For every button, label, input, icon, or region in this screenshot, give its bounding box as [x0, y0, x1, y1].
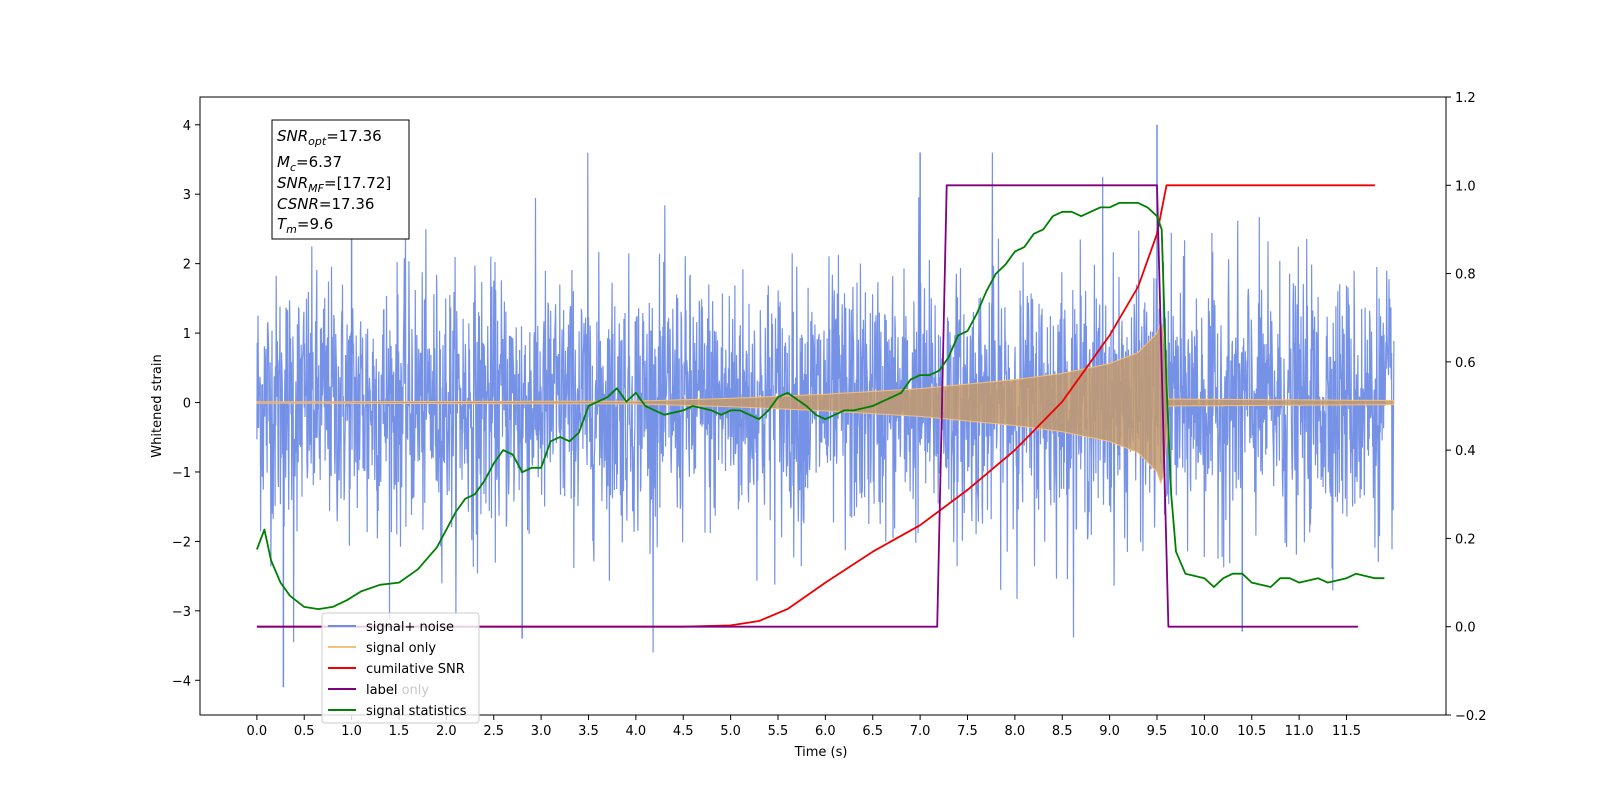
y-right-tick-label: −0.2 [1455, 709, 1487, 724]
y-right-tick-label: 1.0 [1455, 179, 1476, 194]
info-tm: Tm=9.6 [277, 215, 333, 236]
y-right-tick-label: 0.2 [1455, 532, 1476, 547]
y-left-tick-label: −2 [172, 535, 191, 550]
y-right-tick-label: 0.8 [1455, 268, 1476, 283]
x-tick-label: 0.0 [247, 724, 268, 739]
x-tick-label: 1.5 [389, 724, 410, 739]
x-tick-label: 7.0 [910, 724, 931, 739]
legend: label only signal+ noise signal only cumil… [321, 612, 480, 724]
legend-label: signal statistics [366, 704, 467, 719]
plot-frame [199, 96, 1447, 716]
info-csnr: CSNR=17.36 [277, 195, 374, 213]
x-tick-label: 8.0 [1005, 724, 1026, 739]
x-tick-label: 11.5 [1332, 724, 1361, 739]
y-right-tick-label: 1.2 [1455, 91, 1476, 106]
legend-label: cumilative SNR [366, 662, 465, 677]
x-tick-label: 3.0 [531, 724, 552, 739]
x-tick-label: 10.0 [1190, 724, 1219, 739]
y-left-tick-label: −1 [172, 466, 191, 481]
x-tick-label: 9.0 [1099, 724, 1120, 739]
x-tick-label: 9.5 [1147, 724, 1168, 739]
y-left-tick-label: 3 [183, 188, 191, 203]
x-tick-label: 6.0 [815, 724, 836, 739]
label-line [256, 184, 1358, 628]
x-axis: 0.0 0.5 1.0 1.5 2.0 2.5 3.0 3.5 4.0 4.5 5.0 5.5 6.0 6… [247, 715, 1361, 739]
x-tick-label: 4.5 [673, 724, 694, 739]
x-tick-label: 8.5 [1052, 724, 1073, 739]
y-left-tick-label: −4 [172, 674, 191, 689]
info-snr-mf: SNRMF=[17.72] [277, 174, 391, 195]
x-tick-label: 6.5 [862, 724, 883, 739]
y-axis-label: Whitened strain [150, 354, 165, 457]
y-left-tick-label: 1 [183, 327, 191, 342]
y-right-tick-label: 0.4 [1455, 444, 1476, 459]
y-left-tick-label: 2 [183, 258, 191, 273]
x-tick-label: 10.5 [1237, 724, 1266, 739]
x-tick-label: 7.5 [957, 724, 978, 739]
x-tick-label: 3.5 [578, 724, 599, 739]
y-axis-left: 4 3 2 1 0 −1 −2 −3 −4 [172, 119, 200, 689]
info-box: SNRopt=17.36 Mc=6.37 SNRMF=[17.72] CSNR=… [271, 119, 410, 240]
x-tick-label: 0.5 [294, 724, 315, 739]
y-left-tick-label: −3 [172, 605, 191, 620]
y-axis-right: 1.2 1.0 0.8 0.6 0.4 0.2 0.0 −0.2 [1446, 91, 1487, 724]
series-signal-only [256, 320, 1395, 485]
info-mc: Mc=6.37 [277, 153, 342, 174]
y-right-tick-label: 0.6 [1455, 356, 1476, 371]
x-tick-label: 11.0 [1285, 724, 1314, 739]
x-tick-label: 2.0 [436, 724, 457, 739]
x-tick-label: 1.0 [341, 724, 362, 739]
signal-noise-line [256, 152, 1395, 653]
info-snr-opt: SNRopt=17.36 [277, 127, 382, 148]
legend-label: signal only [366, 641, 436, 656]
legend-label: signal+ noise [366, 620, 454, 635]
y-left-tick-label: 0 [183, 397, 191, 412]
y-left-tick-label: 4 [183, 119, 191, 134]
signal-statistics-line [256, 201, 1385, 610]
x-tick-label: 5.5 [768, 724, 789, 739]
legend-hidden-text: label only [366, 683, 429, 698]
x-axis-label: Time (s) [794, 745, 848, 760]
x-tick-label: 4.0 [626, 724, 647, 739]
legend-label: label [366, 683, 397, 698]
x-tick-label: 5.0 [720, 724, 741, 739]
y-right-tick-label: 0.0 [1455, 621, 1476, 636]
signal-only-envelope [256, 320, 1395, 485]
x-tick-label: 2.5 [483, 724, 504, 739]
cumulative-snr-line [256, 184, 1375, 628]
